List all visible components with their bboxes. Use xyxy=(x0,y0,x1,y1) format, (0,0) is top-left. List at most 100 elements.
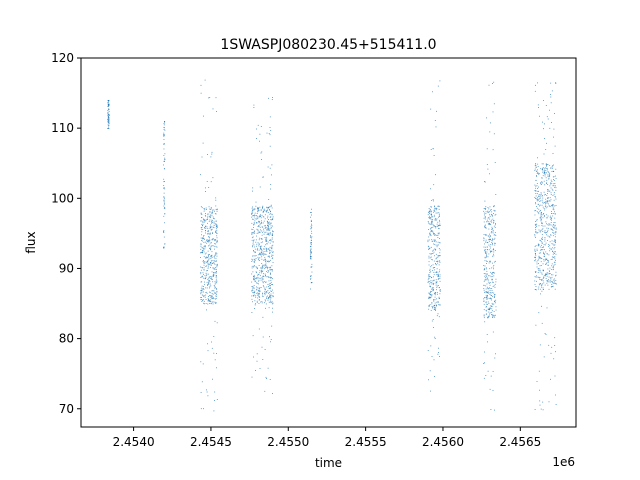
data-point xyxy=(543,275,545,277)
data-point xyxy=(536,198,537,200)
data-point xyxy=(271,325,273,327)
data-point xyxy=(485,292,487,293)
point-cluster xyxy=(200,79,218,412)
data-point xyxy=(209,292,211,294)
data-point xyxy=(550,192,552,194)
data-point xyxy=(542,269,544,271)
data-point xyxy=(536,232,538,234)
data-point xyxy=(553,209,555,211)
data-point xyxy=(259,270,261,272)
data-point xyxy=(268,223,270,225)
data-point xyxy=(271,235,273,237)
data-point xyxy=(552,285,554,287)
data-point xyxy=(484,208,486,210)
data-point xyxy=(210,211,212,213)
data-point xyxy=(535,203,537,205)
data-point xyxy=(272,289,273,291)
data-point xyxy=(485,310,487,312)
data-point xyxy=(544,202,545,203)
data-point xyxy=(264,287,266,289)
data-point xyxy=(432,231,434,233)
data-point xyxy=(555,404,557,405)
data-point xyxy=(261,251,263,253)
data-point xyxy=(488,222,490,224)
data-point xyxy=(438,216,439,218)
data-point xyxy=(202,142,204,144)
data-point xyxy=(432,306,434,308)
data-point xyxy=(435,219,437,221)
data-point xyxy=(202,222,204,223)
data-point xyxy=(200,245,202,247)
data-point xyxy=(214,285,216,287)
data-point xyxy=(490,292,492,294)
data-point xyxy=(536,185,538,187)
data-point xyxy=(208,296,209,297)
data-point xyxy=(211,278,213,280)
data-point xyxy=(261,159,262,160)
data-point xyxy=(215,269,217,270)
data-point xyxy=(553,248,555,250)
data-point xyxy=(551,240,553,242)
data-point xyxy=(310,257,312,259)
data-point xyxy=(430,233,431,235)
data-point xyxy=(272,217,274,219)
data-point xyxy=(265,300,266,302)
data-point xyxy=(483,246,485,248)
data-point xyxy=(216,224,218,226)
data-point xyxy=(216,232,217,234)
data-point xyxy=(542,246,544,248)
data-point xyxy=(253,244,255,246)
data-point xyxy=(268,286,269,287)
data-point xyxy=(255,278,256,280)
data-point xyxy=(108,104,110,105)
data-point xyxy=(206,287,208,289)
data-point xyxy=(268,249,270,250)
data-point xyxy=(209,291,211,293)
data-point xyxy=(540,182,542,184)
data-point xyxy=(486,256,487,258)
data-point xyxy=(551,122,552,123)
data-point xyxy=(265,264,266,266)
data-point xyxy=(550,248,552,250)
data-point xyxy=(202,218,204,220)
data-point xyxy=(200,293,202,295)
data-point xyxy=(202,260,204,262)
data-point xyxy=(254,290,256,292)
data-point xyxy=(435,241,437,243)
data-point xyxy=(546,258,548,260)
data-point xyxy=(211,301,213,303)
data-point xyxy=(252,229,254,230)
data-point xyxy=(268,233,270,235)
data-point xyxy=(432,307,433,309)
data-point xyxy=(210,208,212,210)
data-point xyxy=(267,261,268,262)
data-point xyxy=(485,227,487,229)
data-point xyxy=(429,296,431,298)
data-point xyxy=(108,123,110,125)
data-point xyxy=(256,360,258,362)
data-point xyxy=(490,250,492,252)
data-point xyxy=(485,306,487,308)
data-point xyxy=(536,263,538,265)
data-point xyxy=(487,301,489,303)
data-point xyxy=(545,172,547,174)
data-point xyxy=(428,293,430,294)
data-point xyxy=(539,344,541,346)
data-point xyxy=(207,300,209,302)
data-point xyxy=(202,247,204,249)
data-point xyxy=(553,241,555,242)
data-point xyxy=(269,269,271,271)
data-point xyxy=(538,107,539,108)
point-cluster xyxy=(427,80,441,392)
data-point xyxy=(263,216,265,218)
data-point xyxy=(547,215,549,217)
data-point xyxy=(539,195,541,197)
data-point xyxy=(268,292,269,294)
data-point xyxy=(211,254,213,256)
data-point xyxy=(437,279,439,280)
data-point xyxy=(216,233,218,234)
data-point xyxy=(549,236,551,238)
data-point xyxy=(262,251,264,253)
data-point xyxy=(553,252,555,254)
data-point xyxy=(540,213,542,214)
